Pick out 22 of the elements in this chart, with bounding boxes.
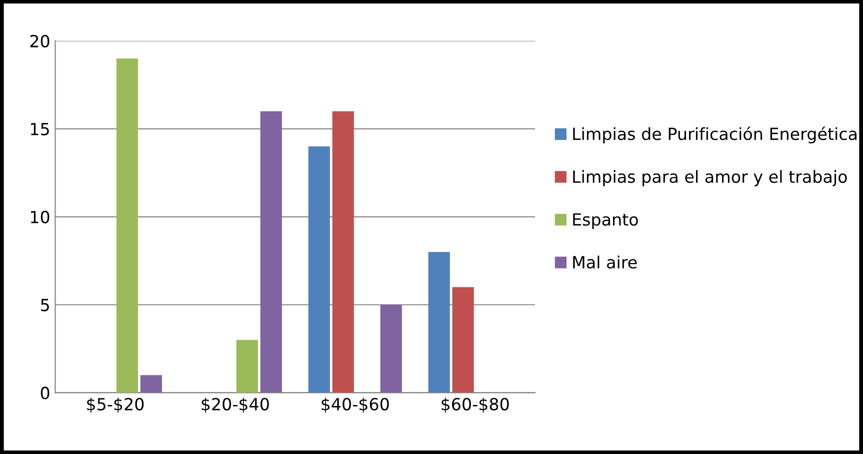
legend-label: Espanto [573, 213, 638, 229]
bar [260, 111, 282, 393]
y-tick-label: 10 [30, 210, 50, 224]
bar [116, 58, 138, 393]
legend-label: Mal aire [573, 256, 637, 269]
bar [332, 111, 354, 393]
y-tick-label: 5 [41, 298, 49, 312]
bar [380, 304, 402, 393]
bar [140, 375, 162, 393]
x-tick-label: $5-$20 [87, 398, 144, 413]
y-tick-label: 15 [30, 123, 49, 136]
bar [236, 340, 258, 393]
legend-label: Limpias de Purificación Energética [573, 126, 857, 144]
bar [452, 287, 474, 393]
x-tick-label: $40-$60 [322, 398, 389, 413]
bar [428, 252, 450, 393]
bar [308, 146, 330, 393]
legend-label: Limpias para el amor y el trabajo [573, 170, 847, 186]
x-tick-label: $20-$40 [202, 398, 269, 413]
y-tick-label: 20 [30, 34, 50, 48]
y-tick-label: 0 [40, 386, 50, 400]
x-tick-label: $60-$80 [442, 398, 509, 413]
